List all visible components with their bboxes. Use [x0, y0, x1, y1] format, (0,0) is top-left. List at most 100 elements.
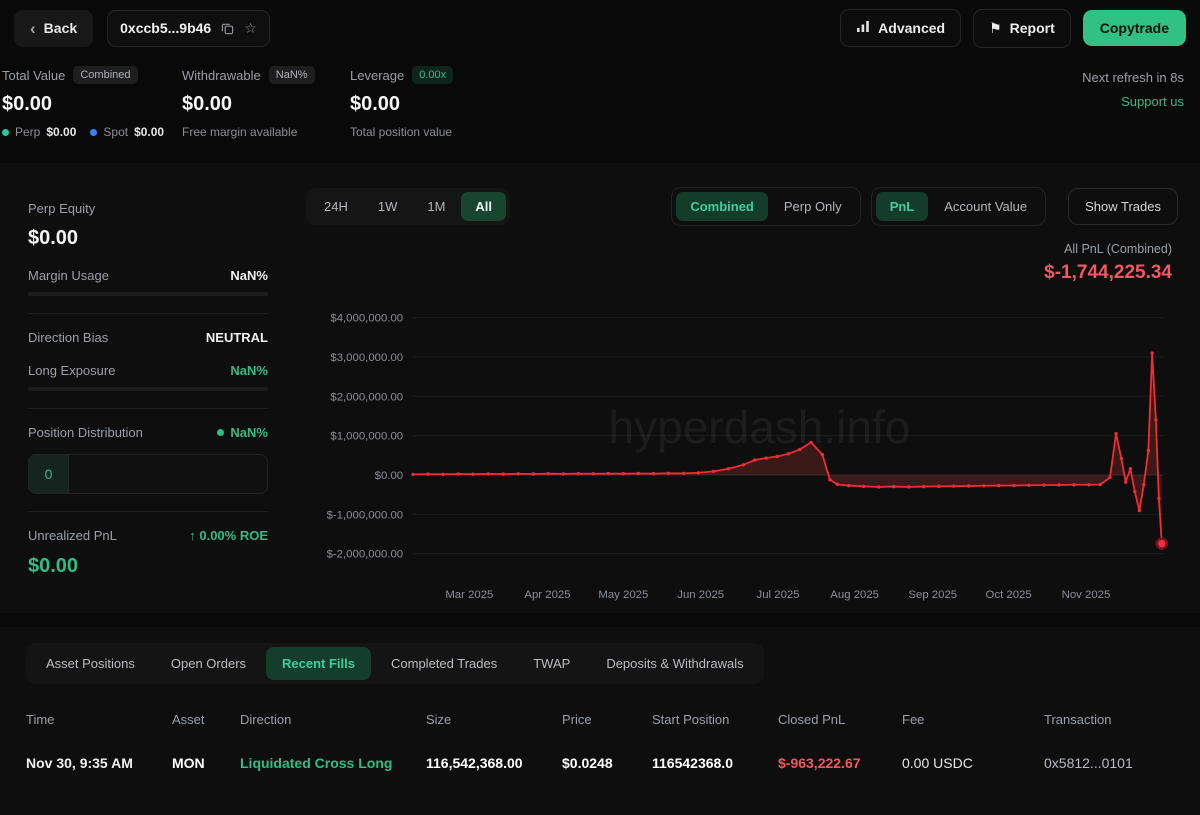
leverage-badge: 0.00x [412, 66, 454, 84]
svg-text:Apr 2025: Apr 2025 [524, 589, 570, 601]
fills-table-header: Time Asset Direction Size Price Start Po… [14, 712, 1186, 727]
position-distribution-count: 0 [29, 455, 69, 493]
col-direction: Direction [240, 712, 292, 727]
flag-icon: ⚑ [989, 19, 1002, 36]
fill-price: $0.0248 [562, 755, 613, 771]
position-distribution-bar: 0 [28, 454, 268, 494]
long-exposure-value: NaN% [230, 363, 268, 378]
withdrawable-sub: Free margin available [182, 125, 298, 139]
tab-asset-positions[interactable]: Asset Positions [30, 647, 151, 680]
range-all[interactable]: All [461, 192, 507, 221]
advanced-button[interactable]: Advanced [840, 9, 962, 47]
chart-area: 24H 1W 1M All Combined Perp Only PnL Acc… [282, 177, 1186, 607]
total-value-label: Total Value [2, 67, 66, 83]
back-label: Back [43, 20, 78, 36]
table-row[interactable]: Nov 30, 9:35 AM MON Liquidated Cross Lon… [14, 755, 1186, 771]
wallet-address: 0xccb5...9b46 [120, 20, 212, 36]
leverage-sub: Total position value [350, 125, 453, 139]
divider [28, 408, 268, 409]
unrealized-pnl-value: $0.00 [28, 555, 79, 577]
fill-closed-pnl: $-963,222.67 [778, 755, 861, 771]
main-panel: Perp Equity $0.00 Margin Usage NaN% Dire… [0, 163, 1200, 613]
pnl-summary-value: $-1,744,225.34 [1044, 262, 1172, 283]
bar-chart-icon [856, 20, 870, 36]
fill-time: Nov 30, 9:35 AM [26, 755, 133, 771]
col-time: Time [26, 712, 55, 727]
svg-text:Aug 2025: Aug 2025 [830, 589, 879, 601]
perp-dot-icon [2, 128, 9, 136]
withdrawable-amount: $0.00 [182, 93, 233, 115]
svg-text:Sep 2025: Sep 2025 [908, 589, 957, 601]
mode-combined[interactable]: Combined [676, 192, 768, 221]
svg-text:$4,000,000.00: $4,000,000.00 [330, 313, 403, 325]
divider [28, 313, 268, 314]
combined-badge: Combined [73, 66, 138, 84]
copy-icon[interactable] [221, 22, 234, 35]
col-start-position: Start Position [652, 712, 730, 727]
show-trades-button[interactable]: Show Trades [1068, 188, 1178, 225]
bottom-panel: Asset Positions Open Orders Recent Fills… [0, 627, 1200, 815]
support-us-link[interactable]: Support us [1121, 94, 1184, 109]
svg-text:Jun 2025: Jun 2025 [677, 589, 724, 601]
sidebar: Perp Equity $0.00 Margin Usage NaN% Dire… [14, 177, 282, 607]
view-selector: PnL Account Value [870, 187, 1047, 226]
svg-text:Jul 2025: Jul 2025 [757, 589, 800, 601]
pnl-chart-svg: $4,000,000.00 $3,000,000.00 $2,000,000.00 $… [327, 313, 1169, 601]
tab-open-orders[interactable]: Open Orders [155, 647, 262, 680]
pnl-summary-label: All PnL (Combined) [1064, 242, 1172, 256]
svg-text:$3,000,000.00: $3,000,000.00 [330, 352, 403, 364]
report-button[interactable]: ⚑ Report [973, 8, 1071, 48]
unrealized-pnl-label: Unrealized PnL [28, 528, 117, 543]
fill-start-position: 116542368.0 [652, 755, 733, 771]
position-distribution-value: NaN% [230, 425, 268, 440]
fill-direction: Liquidated Cross Long [240, 755, 393, 771]
leverage-amount: $0.00 [350, 93, 401, 115]
fill-transaction-link[interactable]: 0x5812...0101 [1044, 755, 1133, 771]
col-fee: Fee [902, 712, 925, 727]
star-icon[interactable]: ☆ [244, 19, 257, 36]
view-account-value[interactable]: Account Value [930, 192, 1041, 221]
col-closed-pnl: Closed PnL [778, 712, 846, 727]
withdrawable-label: Withdrawable [182, 67, 261, 83]
back-button[interactable]: ‹ Back [14, 9, 94, 47]
fill-fee: 0.00 USDC [902, 755, 973, 771]
fill-size: 116,542,368.00 [426, 755, 523, 771]
topbar: ‹ Back 0xccb5...9b46 ☆ Advanced ⚑ Report… [0, 0, 1200, 56]
view-pnl[interactable]: PnL [875, 192, 929, 221]
chevron-left-icon: ‹ [30, 18, 36, 38]
col-asset: Asset [172, 712, 205, 727]
mode-perp-only[interactable]: Perp Only [770, 192, 856, 221]
perp-value: $0.00 [46, 125, 77, 139]
stat-leverage: Leverage 0.00x $0.00 Total position valu… [350, 66, 550, 139]
long-exposure-bar [28, 387, 268, 391]
range-24h[interactable]: 24H [310, 192, 362, 221]
svg-text:May 2025: May 2025 [598, 589, 648, 601]
chart-controls: 24H 1W 1M All Combined Perp Only PnL Acc… [306, 187, 1178, 226]
withdrawable-badge: NaN% [268, 66, 315, 84]
col-transaction: Transaction [1044, 712, 1112, 727]
margin-usage-bar [28, 292, 268, 296]
spot-label: Spot [103, 125, 129, 139]
tab-recent-fills[interactable]: Recent Fills [266, 647, 371, 680]
spot-dot-icon [90, 128, 98, 136]
stats-strip: Total Value Combined $0.00 Perp $0.00 Sp… [0, 56, 1200, 153]
tab-completed-trades[interactable]: Completed Trades [375, 647, 513, 680]
copytrade-button[interactable]: Copytrade [1082, 10, 1186, 46]
range-1m[interactable]: 1M [413, 192, 459, 221]
tab-deposits-withdrawals[interactable]: Deposits & Withdrawals [590, 647, 759, 680]
total-value-amount: $0.00 [2, 93, 53, 115]
range-1w[interactable]: 1W [364, 192, 412, 221]
refresh-countdown: Next refresh in 8s [1082, 70, 1184, 85]
svg-text:$2,000,000.00: $2,000,000.00 [330, 391, 403, 403]
tab-twap[interactable]: TWAP [517, 647, 586, 680]
advanced-label: Advanced [878, 20, 946, 36]
report-label: Report [1009, 20, 1055, 36]
svg-text:$-2,000,000.00: $-2,000,000.00 [327, 549, 404, 561]
stats-right: Next refresh in 8s Support us [1082, 66, 1184, 109]
svg-text:$1,000,000.00: $1,000,000.00 [330, 431, 403, 443]
mode-selector: Combined Perp Only [671, 187, 861, 226]
perp-equity-label: Perp Equity [28, 201, 96, 216]
address-pill[interactable]: 0xccb5...9b46 ☆ [107, 9, 270, 47]
leverage-label: Leverage [350, 67, 405, 83]
